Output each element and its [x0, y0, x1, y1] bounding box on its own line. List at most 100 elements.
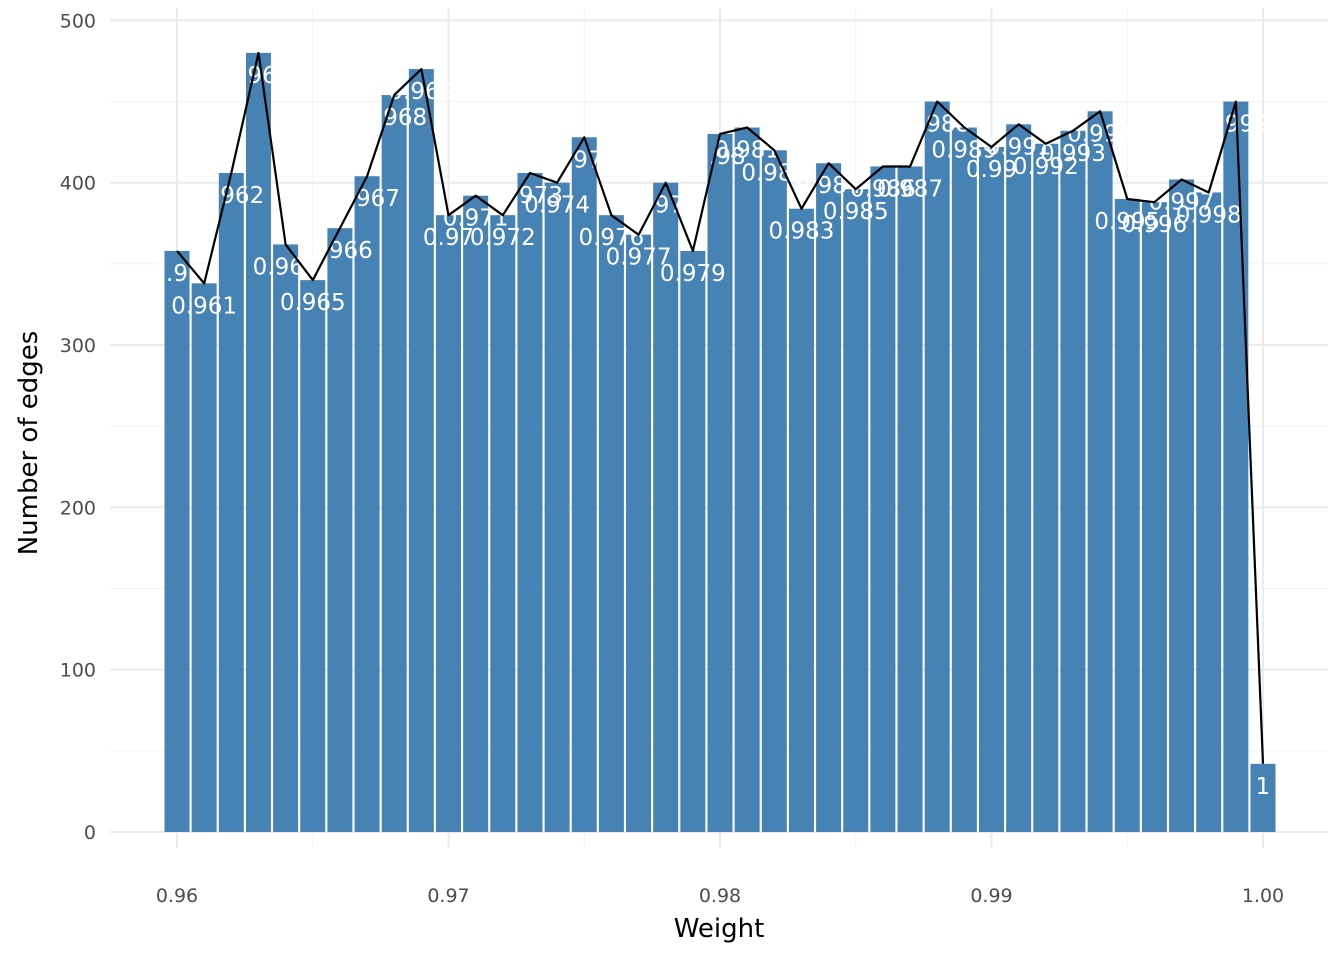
bar-value-label: 0.964 — [253, 254, 319, 280]
bar-value-label: 0.992 — [1013, 154, 1079, 180]
x-tick-label: 0.98 — [699, 885, 741, 907]
bar-layer — [164, 52, 1276, 833]
bar — [408, 69, 434, 832]
bar-value-label: 0.963 — [226, 63, 292, 89]
bar-value-label: 0.984 — [796, 173, 862, 199]
bar — [680, 250, 706, 832]
bar-value-label: 0.982 — [741, 160, 807, 186]
bar — [1196, 192, 1222, 832]
bar — [653, 182, 679, 833]
bar-value-label: 0.985 — [823, 199, 889, 225]
bar — [707, 134, 733, 833]
bar — [1169, 179, 1195, 832]
bar-value-label: 0.967 — [334, 186, 400, 212]
bar-value-label: 0.97 — [423, 225, 474, 251]
bar-value-label: 0.977 — [606, 245, 672, 271]
bar-value-label: 0.996 — [1121, 212, 1187, 238]
bar-value-label: 0.99 — [966, 157, 1017, 183]
axis-layer: 0 100 200 300 400 500 0.96 0.97 0.98 0.99 1.00 — [60, 10, 1284, 907]
bar-value-label: 0.998 — [1176, 202, 1242, 228]
bar — [816, 163, 842, 833]
y-tick-label: 400 — [60, 173, 96, 195]
bar — [273, 244, 299, 832]
bar-value-label: 0.965 — [280, 290, 346, 316]
bar — [979, 147, 1004, 833]
bar — [1114, 198, 1140, 832]
bar — [626, 234, 652, 832]
y-tick-label: 300 — [60, 335, 96, 357]
bar — [164, 250, 190, 832]
bar-value-label: 0.969 — [388, 79, 454, 105]
bar-value-label: 0.991 — [986, 134, 1052, 160]
bar — [517, 172, 543, 832]
bar-value-label: 1 — [1256, 774, 1271, 800]
bar — [571, 137, 597, 833]
bar-value-label: 0.979 — [660, 261, 726, 287]
bar — [897, 166, 923, 832]
bar-value-label: 0.972 — [470, 225, 536, 251]
bar-value-label: 0.983 — [769, 219, 835, 245]
bar — [1033, 143, 1059, 833]
bar — [951, 127, 977, 833]
bar — [544, 182, 570, 833]
x-tick-label: 0.96 — [156, 885, 198, 907]
line-layer — [176, 51, 1265, 764]
x-tick-label: 1.00 — [1242, 885, 1284, 907]
bar — [843, 189, 869, 833]
bar — [924, 101, 950, 832]
y-tick-label: 500 — [60, 10, 96, 32]
x-axis-title: Weight — [674, 914, 765, 944]
bar — [191, 283, 217, 832]
bar-value-label: 0.974 — [524, 193, 590, 219]
bar — [354, 176, 380, 833]
bar-value-label: 0.993 — [1040, 141, 1106, 167]
bar — [381, 95, 407, 832]
bar — [598, 215, 624, 832]
bar-value-label: 0.987 — [877, 176, 943, 202]
bar — [300, 280, 326, 832]
bar-value-label: 0.981 — [714, 138, 780, 164]
bar — [1006, 124, 1032, 833]
bar-value-label: 0.997 — [1149, 189, 1215, 215]
bar-value-label: 0.995 — [1094, 209, 1160, 235]
bar — [788, 208, 814, 833]
bar — [1087, 111, 1113, 833]
bar — [436, 215, 461, 832]
bar-value-label: 0.976 — [578, 225, 644, 251]
bar — [734, 127, 760, 833]
bar — [1141, 202, 1167, 833]
bar — [245, 52, 271, 832]
x-tick-label: 0.99 — [970, 885, 1012, 907]
bar — [1060, 130, 1086, 833]
bar-value-label: 0.988 — [904, 112, 970, 138]
bar-value-label: 0.986 — [850, 176, 916, 202]
bar-value-label: 0.973 — [497, 183, 563, 209]
bar — [1250, 763, 1276, 832]
bar-value-label: 0.962 — [198, 183, 264, 209]
x-tick-label: 0.97 — [427, 885, 469, 907]
bar — [870, 166, 896, 832]
bar-value-label: 0.966 — [307, 238, 373, 264]
bar-value-label: 0.98 — [694, 144, 745, 170]
y-tick-label: 0 — [84, 822, 96, 844]
bar-value-label: 0.989 — [931, 138, 997, 164]
bar — [761, 150, 787, 833]
bar-label-layer: 0.96 0.961 0.962 0.963 0.964 0.965 0.966 0.967 0… — [151, 63, 1270, 800]
bar-value-label: 0.975 — [551, 147, 617, 173]
bar — [490, 215, 516, 832]
bar-value-label: 0.968 — [361, 105, 427, 131]
y-axis-title: Number of edges — [14, 331, 44, 556]
frequency-line — [176, 51, 1265, 764]
bar — [327, 228, 353, 832]
y-tick-label: 200 — [60, 497, 96, 519]
bar — [463, 195, 489, 833]
bar — [1223, 101, 1249, 832]
bar — [218, 172, 244, 832]
y-tick-label: 100 — [60, 660, 96, 682]
bar-value-label: 0.961 — [171, 293, 237, 319]
bar-value-label: 0.971 — [443, 206, 509, 232]
bar-value-label: 0.978 — [633, 193, 699, 219]
bar-value-label: 0.96 — [151, 261, 202, 287]
bar-value-label: 0.994 — [1067, 121, 1133, 147]
